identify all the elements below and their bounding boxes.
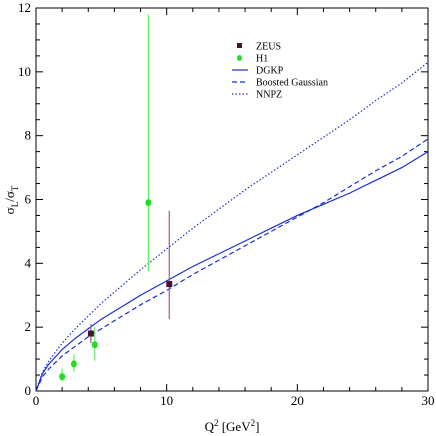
x-tick-label: 20 bbox=[291, 393, 304, 408]
y-tick-label: 2 bbox=[25, 319, 32, 334]
legend-label-zeus: ZEUS bbox=[256, 42, 281, 53]
x-tick-label: 10 bbox=[160, 393, 173, 408]
y-tick-label: 10 bbox=[18, 64, 31, 79]
y-axis-title-sub1: L bbox=[10, 202, 20, 208]
legend-label-boosted-gaussian: Boosted Gaussian bbox=[256, 78, 328, 89]
legend-label-nnpz: NNPZ bbox=[256, 90, 282, 101]
y-axis-title-slash: /σ bbox=[2, 191, 17, 202]
y-tick-label: 4 bbox=[25, 255, 32, 270]
point-h1 bbox=[145, 199, 152, 207]
y-axis-title: σL/σT bbox=[2, 185, 20, 214]
x-axis-title-unit-open: [GeV bbox=[218, 419, 251, 434]
point-h1 bbox=[59, 373, 66, 381]
legend-marker-h1 bbox=[237, 55, 242, 61]
legend-marker-zeus bbox=[237, 43, 242, 48]
legend-label-h1: H1 bbox=[256, 54, 268, 65]
x-axis-title-sup: 2 bbox=[214, 418, 219, 428]
series-line-dgkp bbox=[35, 151, 429, 392]
x-tick-label: 30 bbox=[422, 393, 435, 408]
point-h1 bbox=[70, 360, 77, 368]
model-curves bbox=[35, 61, 429, 392]
point-h1 bbox=[91, 341, 98, 349]
y-tick-label: 8 bbox=[25, 128, 32, 143]
y-tick-label: 12 bbox=[18, 0, 31, 15]
x-axis-title-base: Q bbox=[205, 419, 215, 434]
data-points bbox=[59, 14, 173, 382]
x-axis-title-unit-close: ] bbox=[255, 419, 259, 434]
y-axis-title-base: σ bbox=[2, 207, 17, 214]
x-axis-title: Q2 [GeV2] bbox=[205, 418, 260, 434]
axis-tick-labels: 0 10 20 30 0 2 4 6 8 10 12 bbox=[18, 0, 435, 408]
point-zeus bbox=[87, 330, 94, 337]
point-zeus bbox=[166, 281, 173, 288]
y-tick-label: 6 bbox=[25, 192, 32, 207]
x-tick-label: 0 bbox=[33, 393, 40, 408]
y-axis-title-sub2: T bbox=[10, 185, 20, 191]
legend-label-dgkp: DGKP bbox=[256, 66, 284, 77]
y-tick-label: 0 bbox=[25, 383, 32, 398]
axis-ticks bbox=[35, 7, 429, 392]
x-axis-title-unit-sup: 2 bbox=[251, 418, 256, 428]
